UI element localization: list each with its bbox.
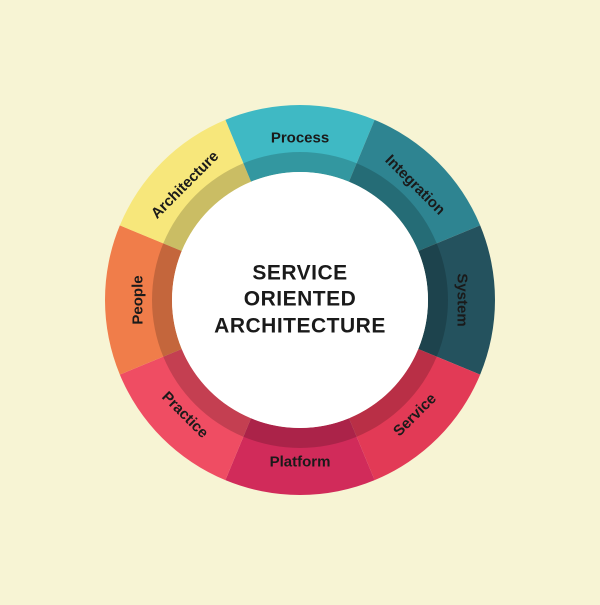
segment-label-people: People [130, 275, 147, 324]
center-title-line: ORIENTED [214, 287, 386, 313]
segment-label-process: Process [271, 130, 329, 147]
center-title-line: SERVICE [214, 261, 386, 287]
center-title: SERVICEORIENTEDARCHITECTURE [214, 261, 386, 340]
segment-label-platform: Platform [270, 454, 331, 471]
soa-donut-diagram: SERVICEORIENTEDARCHITECTURE ProcessInteg… [0, 0, 600, 600]
segment-label-system: System [454, 273, 471, 326]
center-title-line: ARCHITECTURE [214, 313, 386, 339]
